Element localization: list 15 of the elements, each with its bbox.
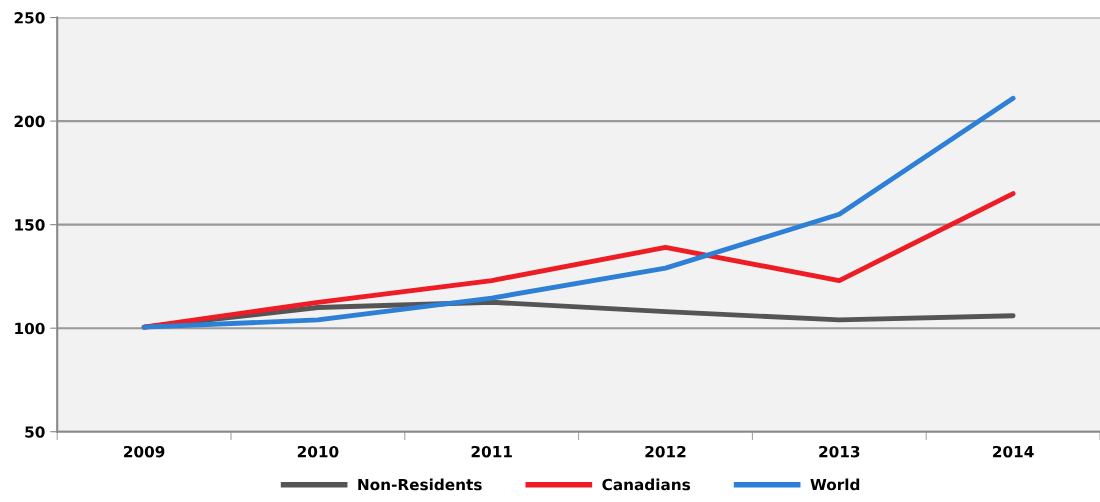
x-tick-label: 2011	[471, 445, 512, 458]
x-tick-label: 2012	[645, 445, 686, 458]
y-tick-label: 200	[14, 115, 45, 128]
legend-label: Non-Residents	[358, 478, 482, 491]
x-tick-label: 2014	[993, 445, 1034, 458]
legend-label: World	[810, 478, 860, 491]
y-tick-label: 250	[14, 12, 45, 24]
y-tick-label: 150	[15, 219, 45, 231]
line-series	[141, 95, 1016, 330]
legend-label: Canadians	[602, 478, 691, 491]
x-tick-label: 2010	[297, 445, 339, 458]
x-tick-label: 2013	[819, 445, 860, 458]
x-tick-label: 2009	[124, 445, 165, 458]
y-tick-label: 100	[15, 322, 45, 335]
y-tick-label: 50	[25, 426, 45, 438]
